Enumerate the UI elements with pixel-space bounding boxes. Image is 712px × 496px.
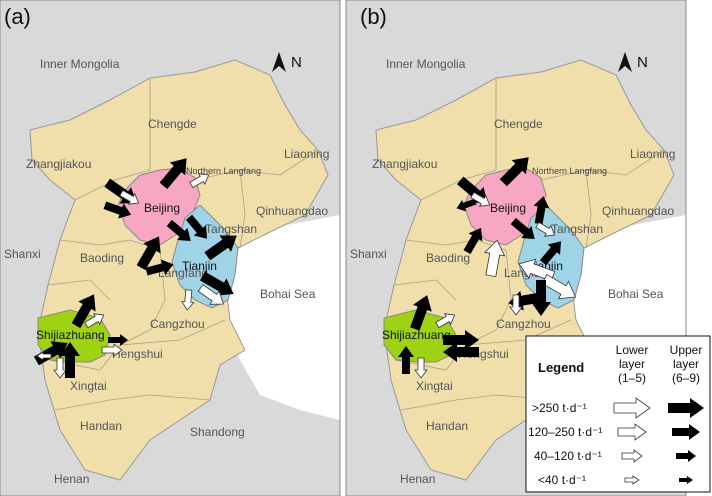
region-label: Shanxi [350,247,387,261]
region-label: Shanxi [4,247,41,261]
panel-label: (b) [360,4,387,29]
region-label: Henan [400,472,435,486]
region-label: Handan [80,419,122,433]
legend-row-label: <40 t·d⁻¹ [538,473,586,487]
legend-lower-header-line: (1–5) [618,371,646,385]
region-label: Inner Mongolia [386,57,466,71]
region-label: Zhangjiakou [26,157,91,171]
city-label-shijiazhuang: Shijiazhuang [382,328,451,342]
city-label-shijiazhuang: Shijiazhuang [36,328,105,342]
legend-row-label: 120–250 t·d⁻¹ [528,425,602,439]
region-label: Xingtai [70,379,107,393]
panel-label: (a) [4,4,31,29]
legend-title: Legend [538,360,584,375]
legend-lower-header-line: layer [619,357,645,371]
region-label: Tangshan [205,222,257,236]
north-label: N [637,54,648,71]
region-label: Bohai Sea [608,287,664,301]
panel-a-basemap [0,0,341,496]
city-label-beijing: Beijing [490,201,526,215]
region-label: Henan [54,472,89,486]
north-arrow-icon: N [291,54,302,71]
legend-row-label: 40–120 t·d⁻¹ [534,449,602,463]
legend-upper-header-line: (6–9) [672,371,700,385]
region-label: Cangzhou [150,317,205,331]
region-label: Xingtai [416,379,453,393]
legend-upper-header-line: layer [673,357,699,371]
region-label: Zhangjiakou [372,157,437,171]
region-label: Hengshui [112,347,163,361]
region-label: Liaoning [630,147,675,161]
region-label: Tangshan [551,222,603,236]
region-label: Northern Langfang [532,166,607,176]
region-label: Inner Mongolia [40,57,120,71]
north-label: N [291,54,302,71]
legend: Legend Lower layer (1–5) Upper layer (6–… [525,335,711,493]
legend-row-label: >250 t·d⁻¹ [532,401,587,415]
region-label: Handan [426,419,468,433]
region-label: Qinhuangdao [256,204,328,218]
region-label: Baoding [426,251,470,265]
region-label: Langfang [158,266,208,280]
region-label: Liaoning [284,147,329,161]
region-label: Chengde [148,117,197,131]
city-label-beijing: Beijing [144,201,180,215]
region-label: Northern Langfang [186,166,261,176]
legend-box [525,335,711,493]
region-label: Chengde [494,117,543,131]
legend-upper-header: Upper layer (6–9) [670,343,703,385]
legend-lower-header-line: Lower [616,343,649,357]
region-label: Shandong [190,425,245,439]
region-label: Baoding [80,251,124,265]
legend-lower-header: Lower layer (1–5) [616,343,649,385]
region-label: Bohai Sea [260,287,316,301]
panel-a: N (a) Inner Mongolia Chengde Zhangjiakou… [0,0,341,496]
panel-b: N (b) Inner Mongolia Chengde Zhangjiakou… [345,0,711,496]
legend-upper-header-line: Upper [670,343,703,357]
city-label-tianjin: Tianjin [182,259,217,273]
region-label: Cangzhou [496,317,551,331]
region-label: Qinhuangdao [602,204,674,218]
